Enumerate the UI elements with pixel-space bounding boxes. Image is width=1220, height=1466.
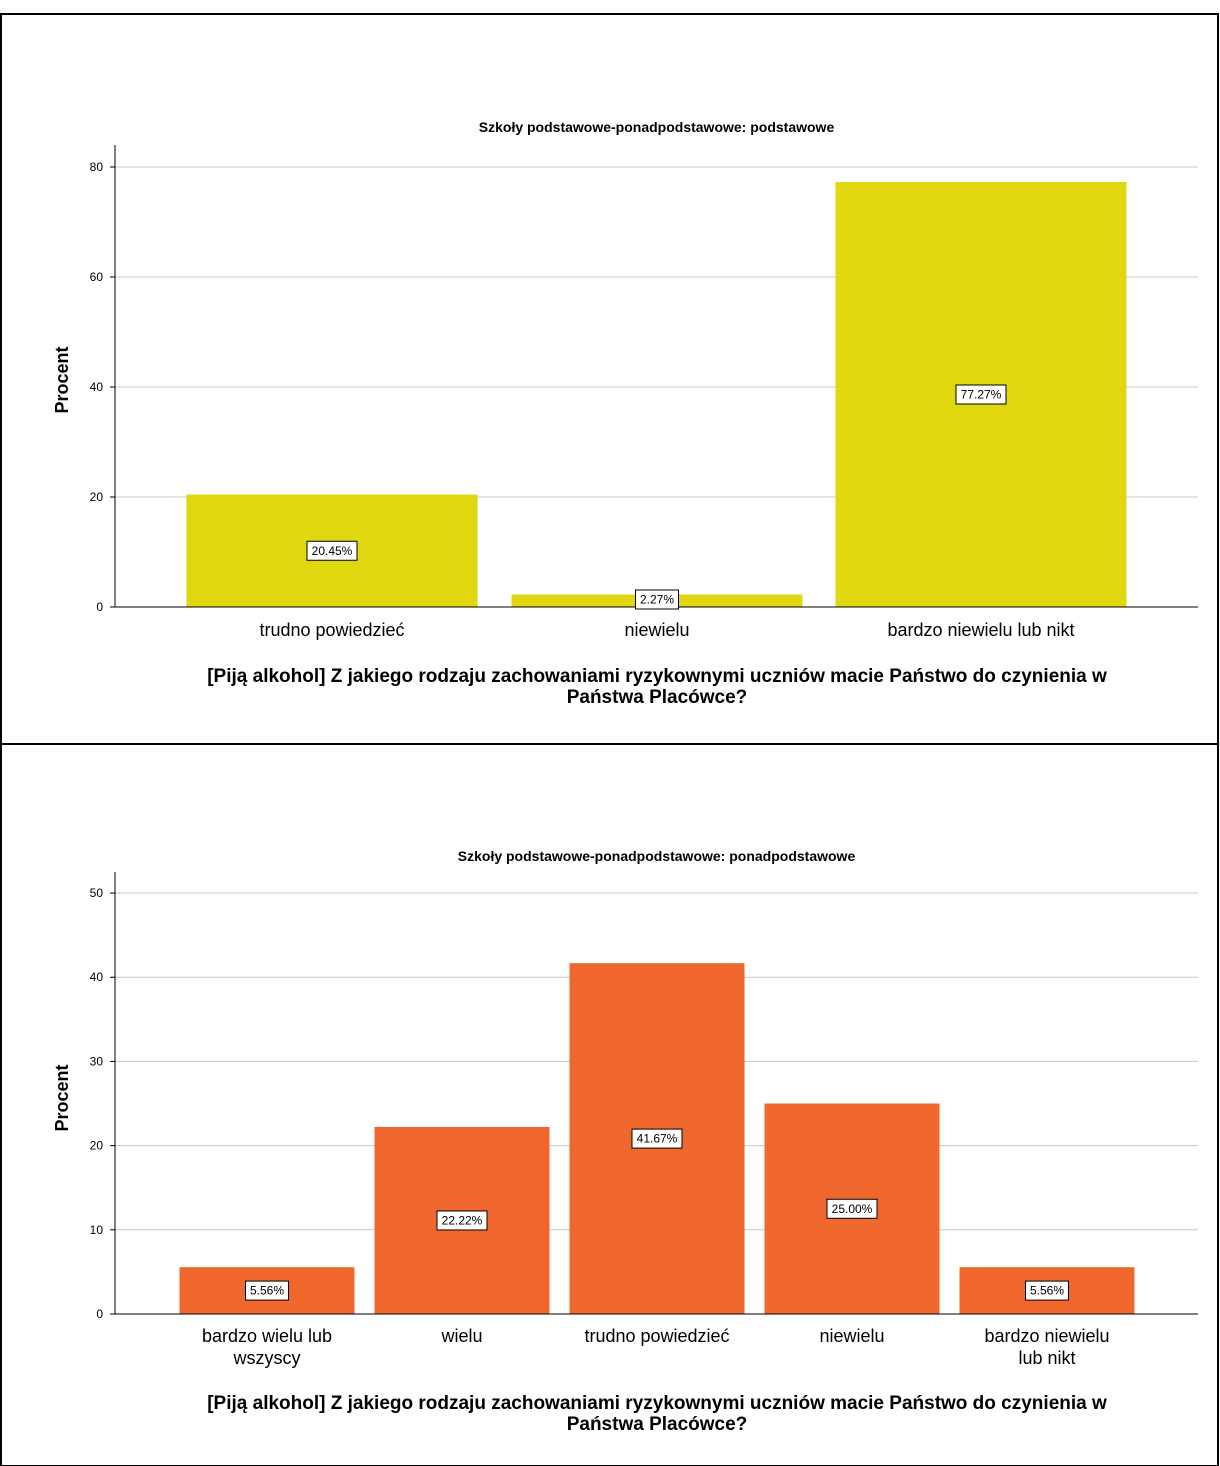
y-tick-label: 60 xyxy=(90,270,104,284)
x-tick-label: niewielu xyxy=(819,1326,884,1346)
panel-border-bottom xyxy=(0,743,1219,1466)
data-label-box xyxy=(955,384,1007,405)
data-label: 2.27% xyxy=(640,593,674,607)
data-label: 20.45% xyxy=(312,544,353,558)
y-tick-label: 40 xyxy=(90,380,104,394)
x-tick-label: wielu xyxy=(440,1326,482,1346)
y-axis-label: Procent xyxy=(52,1064,72,1131)
chart-podstawowe: Szkoły podstawowe-ponadpodstawowe: podst… xyxy=(52,119,1198,708)
y-tick-label: 0 xyxy=(96,600,103,614)
data-label-box xyxy=(1025,1280,1069,1301)
x-tick-label: trudno powiedzieć xyxy=(259,620,404,640)
x-tick-label: niewielu xyxy=(624,620,689,640)
data-label: 22.22% xyxy=(442,1213,483,1227)
y-tick-label: 40 xyxy=(90,970,104,984)
data-label: 41.67% xyxy=(637,1132,678,1146)
x-tick-label: bardzo wielu lub wszyscy xyxy=(202,1326,332,1368)
y-tick-label: 20 xyxy=(90,1139,104,1153)
y-tick-label: 80 xyxy=(90,160,104,174)
data-label: 25.00% xyxy=(832,1202,873,1216)
chart-title: Szkoły podstawowe-ponadpodstawowe: podst… xyxy=(479,119,835,135)
y-tick-label: 20 xyxy=(90,490,104,504)
data-label-box xyxy=(631,1128,683,1149)
y-tick-label: 0 xyxy=(96,1307,103,1321)
data-label-box xyxy=(436,1210,488,1231)
x-axis-label: [Piją alkohol] Z jakiego rodzaju zachowa… xyxy=(207,1393,1107,1435)
chart-title: Szkoły podstawowe-ponadpodstawowe: ponad… xyxy=(458,848,856,864)
data-label: 5.56% xyxy=(1030,1284,1064,1298)
data-label: 5.56% xyxy=(250,1284,284,1298)
data-label-box xyxy=(245,1280,289,1301)
y-tick-label: 30 xyxy=(90,1054,104,1068)
data-label-box xyxy=(635,589,679,610)
x-axis-label: [Piją alkohol] Z jakiego rodzaju zachowa… xyxy=(207,666,1107,708)
chart-ponadpodstawowe: Szkoły podstawowe-ponadpodstawowe: ponad… xyxy=(52,848,1198,1435)
y-axis-label: Procent xyxy=(52,346,72,413)
data-label-box xyxy=(306,540,358,561)
x-tick-label: bardzo niewielu lub nikt xyxy=(887,620,1074,640)
x-tick-label: bardzo niewielu lub nikt xyxy=(984,1326,1109,1368)
x-tick-label: trudno powiedzieć xyxy=(584,1326,729,1346)
y-tick-label: 10 xyxy=(90,1223,104,1237)
y-tick-label: 50 xyxy=(90,886,104,900)
data-label-box xyxy=(826,1198,878,1219)
data-label: 77.27% xyxy=(961,388,1002,402)
